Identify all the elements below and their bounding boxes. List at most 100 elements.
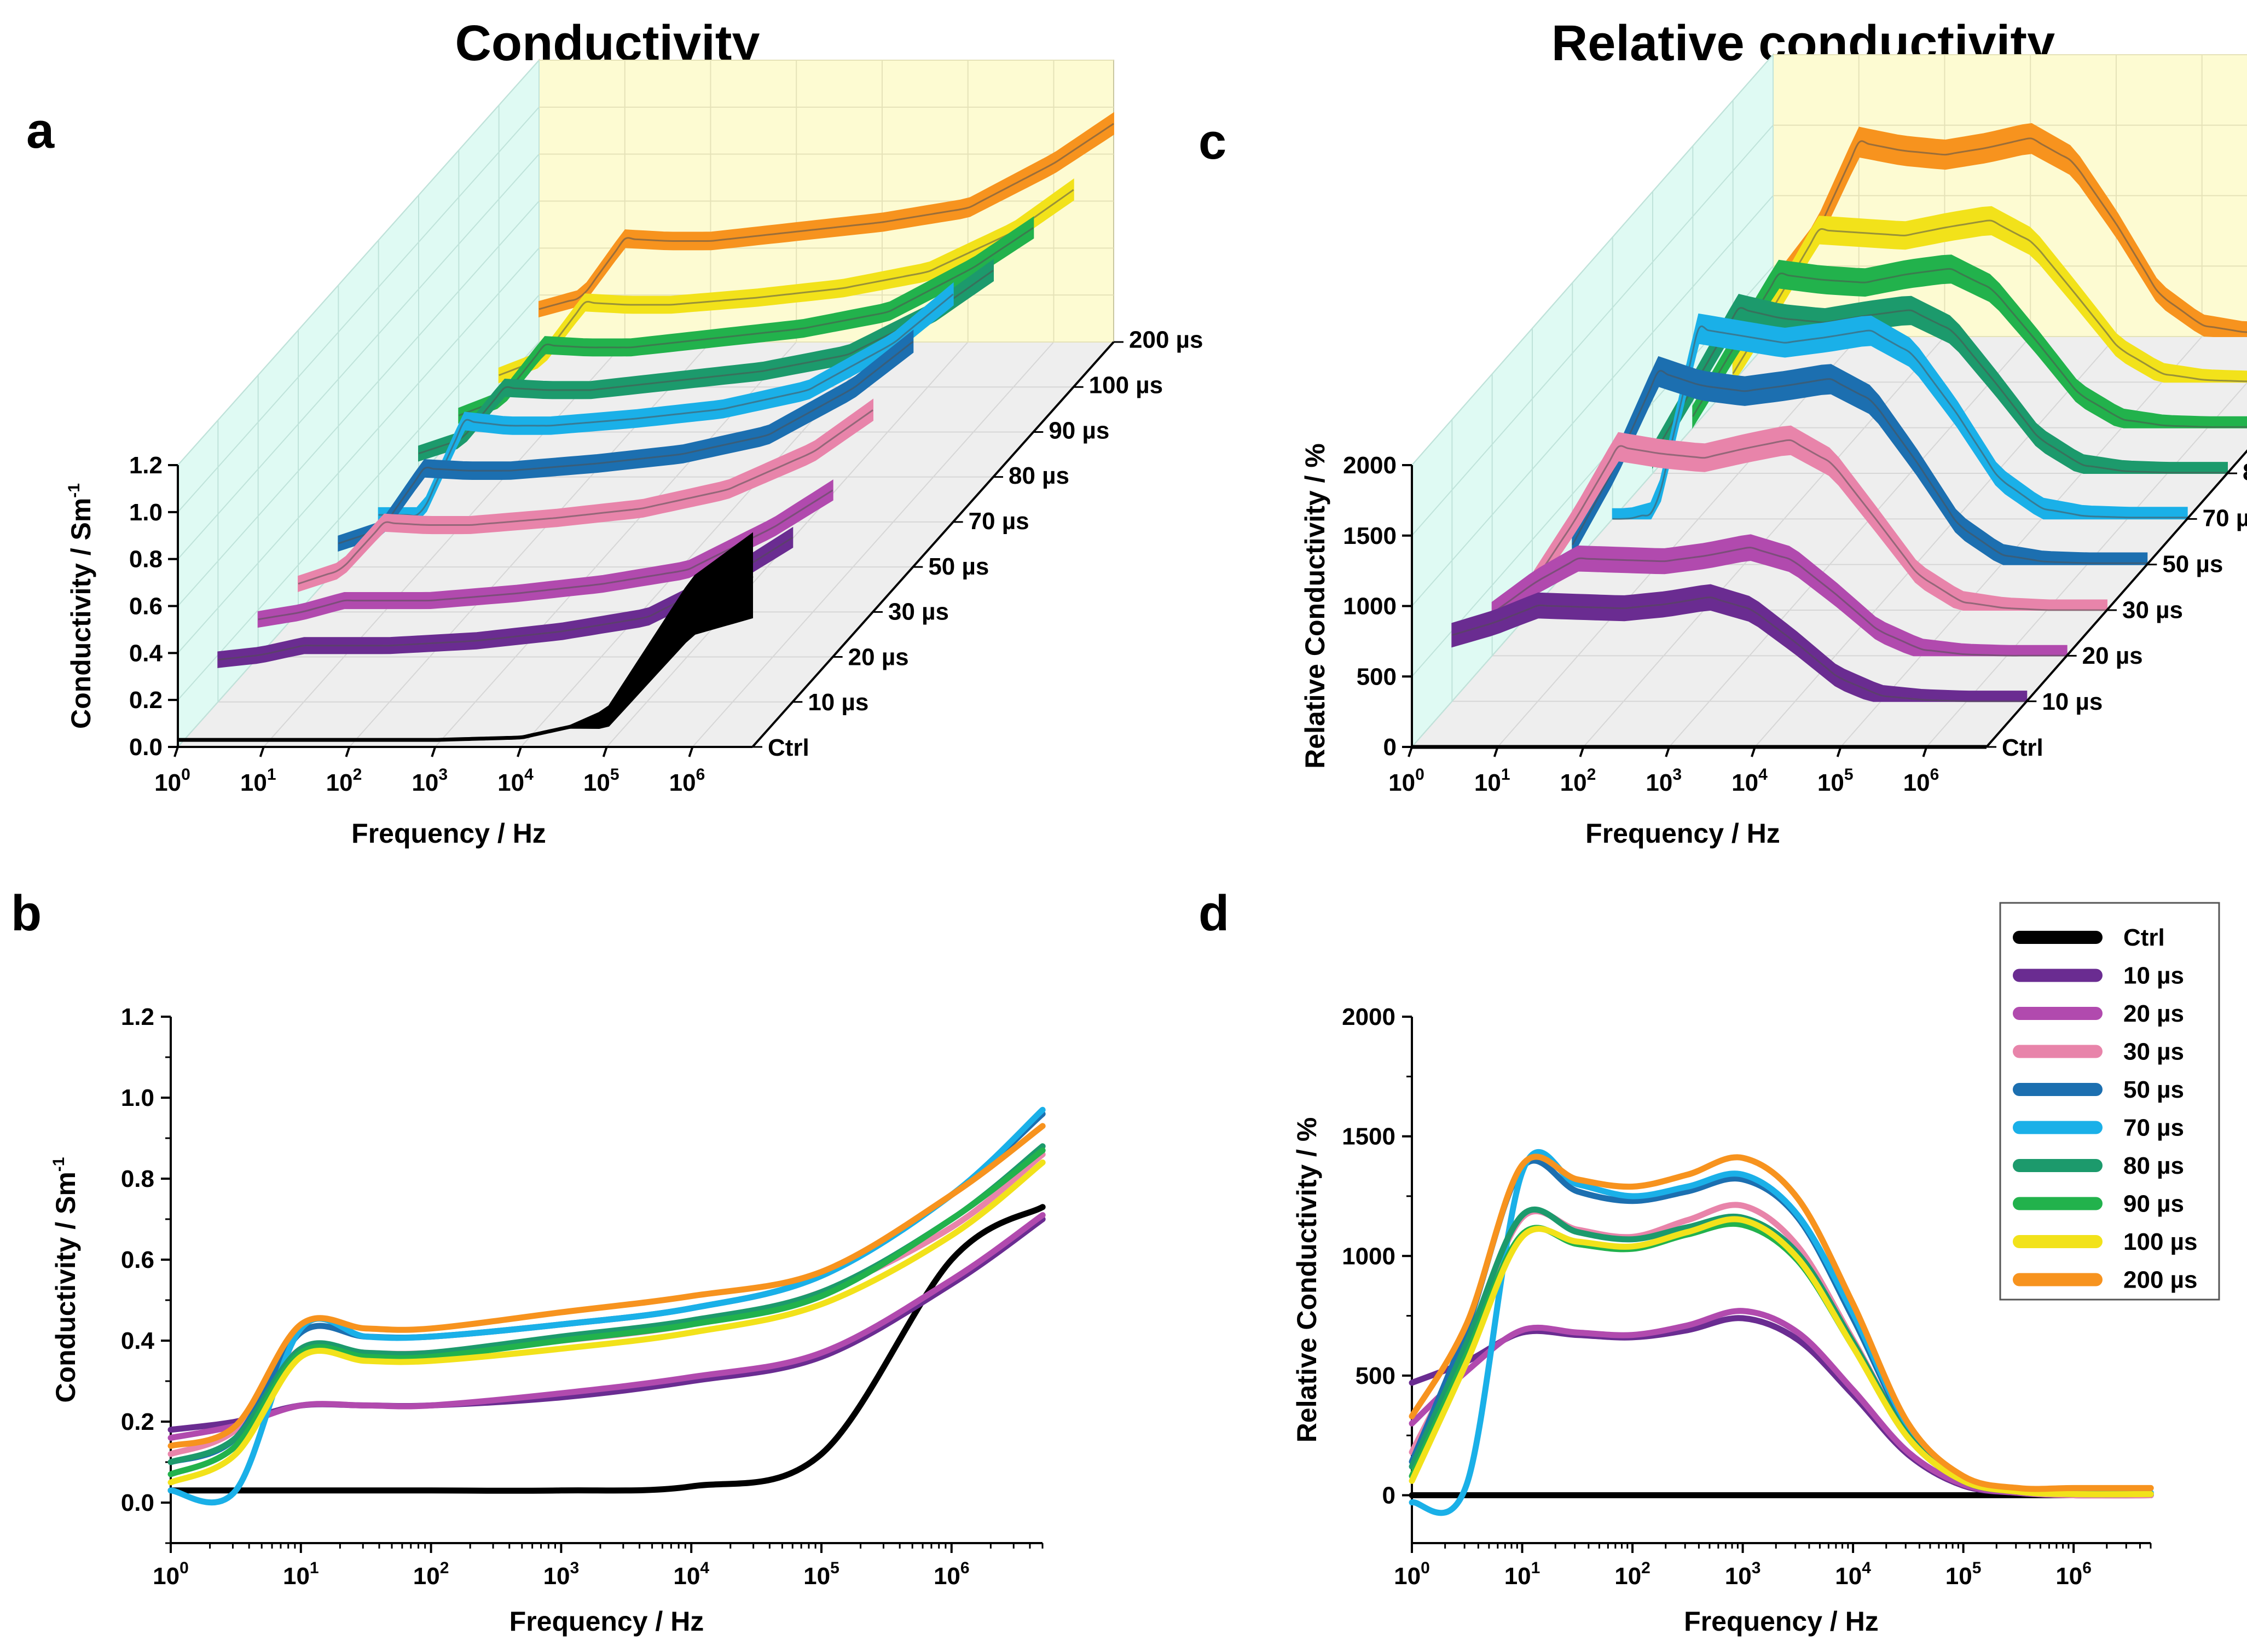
c-x-tick-label: 105 — [1817, 766, 1854, 796]
b-x-tick-label: 103 — [543, 1559, 580, 1590]
b-x-axis-title: Frequency / Hz — [509, 1606, 704, 1637]
a-z-axis — [751, 341, 1115, 748]
d-y-tick-label: 1000 — [1342, 1243, 1395, 1270]
a-x-tick-label: 104 — [497, 766, 534, 796]
d-series-100-us — [1409, 1216, 2154, 1498]
a-floor-grid — [263, 341, 626, 747]
d-x-tick-label: 104 — [1835, 1559, 1871, 1590]
c-x-tick-label: 102 — [1560, 766, 1596, 796]
c-depth-label-10-us: 10 µs — [2042, 688, 2103, 715]
c-line-30-us — [1531, 439, 2107, 611]
c-side-grid — [1411, 336, 1774, 747]
a-depth-label-10-us: 10 µs — [808, 689, 868, 716]
legend: Ctrl 10 µs 20 µs 30 µs 50 µs 70 µs 80 µs 90 µs 1… — [1999, 902, 2220, 1301]
legend-label-30-us: 30 µs — [2123, 1039, 2184, 1065]
a-x-axis-title: Frequency / Hz — [351, 818, 546, 849]
a-line-50-us — [338, 341, 914, 544]
legend-label-80-us: 80 µs — [2123, 1152, 2184, 1179]
legend-label-ctrl: Ctrl — [2123, 924, 2165, 951]
a-side-grid — [177, 200, 540, 607]
a-depth-label-80-us: 80 µs — [1009, 462, 1069, 489]
d-x-tick-label: 100 — [1394, 1559, 1430, 1590]
d-y-tick-label: 500 — [1356, 1363, 1395, 1389]
b-x-tick-label: 101 — [283, 1559, 319, 1590]
a-x-tick — [259, 746, 265, 757]
a-line-100-us — [499, 189, 1074, 376]
c-floor-grid — [1754, 336, 2117, 747]
b-x-tick-label: 106 — [934, 1559, 970, 1590]
a-depth-label-70-us: 70 µs — [969, 508, 1029, 535]
c-y-tick-label: 1000 — [1343, 593, 1397, 620]
a-band-20-us — [257, 479, 833, 628]
a-depth-label-50-us: 50 µs — [928, 553, 989, 580]
legend-label-10-us: 10 µs — [2123, 963, 2184, 989]
b-y-tick-label: 0.8 — [121, 1166, 154, 1192]
a-line-ctrl — [178, 573, 754, 742]
panel-letter-c: c — [1198, 114, 1226, 170]
c-x-tick — [1493, 746, 1499, 757]
c-band-90-us — [1692, 254, 2247, 429]
b-y-axis-title: Conductivity / Sm-1 — [50, 1157, 81, 1403]
c-floor-grid — [1497, 336, 1860, 747]
c-y-tick-label: 2000 — [1343, 452, 1397, 479]
d-x-tick-label: 106 — [2055, 1559, 2092, 1590]
d-x-tick-label: 103 — [1725, 1559, 1761, 1590]
d-series-20-us — [1409, 1308, 2154, 1499]
c-depth-label-30-us: 30 µs — [2122, 596, 2183, 623]
a-line-30-us — [298, 409, 873, 585]
panel-letter-d: d — [1198, 885, 1229, 941]
c-x-tick-label: 100 — [1388, 766, 1424, 796]
b-x-tick-label: 104 — [673, 1559, 709, 1590]
b-x-tick-label: 102 — [413, 1559, 449, 1590]
b-x-tick-label: 100 — [153, 1559, 189, 1590]
panel-letter-b: b — [11, 885, 42, 941]
a-depth-label-200-us: 200 µs — [1129, 327, 1203, 353]
a-x-tick-label: 106 — [669, 766, 705, 796]
d-x-axis-title: Frequency / Hz — [1684, 1606, 1879, 1637]
c-line-80-us — [1652, 307, 2227, 474]
c-y-tick-label: 500 — [1357, 663, 1397, 690]
a-band-90-us — [458, 216, 1034, 424]
c-x-tick — [1665, 746, 1671, 757]
c-y-tick-label: 1500 — [1343, 523, 1397, 549]
a-x-tick — [517, 746, 522, 757]
b-y-tick-label: 1.2 — [121, 1004, 154, 1030]
a-band-30-us — [298, 398, 873, 592]
b-y-tick-label: 0.0 — [121, 1489, 154, 1516]
c-depth-label-ctrl: Ctrl — [2002, 734, 2043, 761]
a-side-grid — [177, 107, 540, 513]
a-floor-grid — [692, 341, 1055, 747]
d-y-tick-label: 1500 — [1342, 1123, 1395, 1150]
a-x-tick-label: 105 — [583, 766, 619, 796]
d-series-10-us — [1409, 1315, 2154, 1499]
c-x-tick — [1579, 746, 1585, 757]
c-line-70-us — [1612, 325, 2187, 520]
c-x-tick — [1922, 746, 1928, 757]
c-floor-grid — [1926, 382, 2247, 747]
a-depth-label-ctrl: Ctrl — [768, 734, 809, 761]
c-x-tick — [1751, 746, 1756, 757]
a-line-70-us — [378, 293, 954, 517]
c-side-grid — [1411, 195, 1774, 607]
a-x-tick — [688, 746, 694, 757]
a-band-100-us — [498, 178, 1074, 384]
legend-label-50-us: 50 µs — [2123, 1076, 2184, 1103]
c-x-tick-label: 104 — [1731, 766, 1768, 796]
a-y-tick-label: 0.0 — [129, 734, 163, 761]
a-band-200-us — [538, 112, 1114, 318]
c-x-tick-label: 101 — [1474, 766, 1510, 796]
a-band-50-us — [338, 329, 914, 552]
a-side-grid — [177, 60, 540, 466]
panel-letter-a: a — [26, 103, 55, 159]
c-x-tick-label: 103 — [1646, 766, 1682, 796]
c-z-axis — [1985, 449, 2247, 748]
b-series-200-us — [167, 1123, 1046, 1449]
d-y-tick-label: 2000 — [1342, 1004, 1395, 1030]
a-depth-label-20-us: 20 µs — [848, 644, 909, 670]
panel-c-3d-relative-conductivity: 100 101 102 103 104 105 106 0 500 1000 1500 2000 Ctr… — [1300, 53, 2247, 849]
c-side-grid — [1411, 125, 1774, 536]
b-y-tick-label: 0.6 — [121, 1247, 154, 1273]
d-x-tick-label: 102 — [1614, 1559, 1650, 1590]
c-x-tick-label: 106 — [1903, 766, 1939, 796]
c-line-50-us — [1571, 370, 2147, 564]
